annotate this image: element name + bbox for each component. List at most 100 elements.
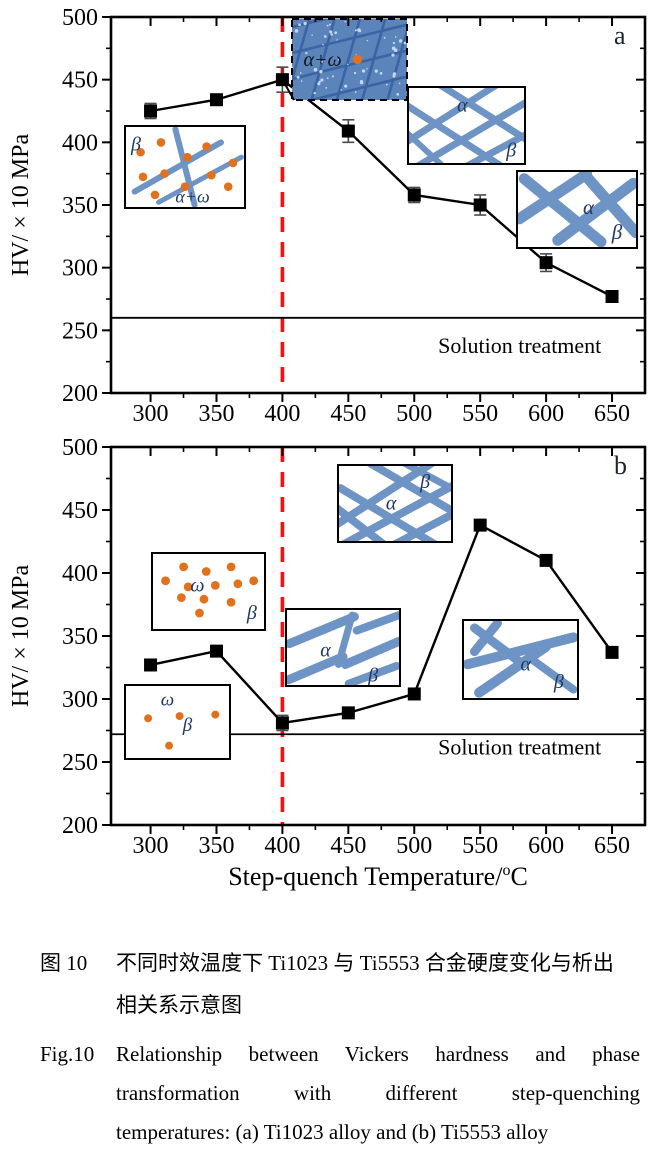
alpha-lath xyxy=(470,623,528,669)
phase-label: β xyxy=(505,139,516,161)
y-axis-title: HV/ × 10 MPa xyxy=(8,565,34,708)
y-tick-label: 400 xyxy=(62,561,98,587)
alpha-lath xyxy=(408,102,505,164)
alpha-lath xyxy=(528,655,578,694)
data-point xyxy=(407,687,421,701)
alpha-lath xyxy=(463,131,525,164)
phase-label: ω xyxy=(190,575,204,597)
y-tick-label: 300 xyxy=(62,256,98,282)
y-tick-label: 450 xyxy=(62,498,98,524)
alpha-lath xyxy=(436,87,525,143)
microstructure-inset: αβ xyxy=(285,608,401,687)
omega-particle xyxy=(150,190,160,200)
omega-particle xyxy=(233,579,243,589)
alpha-lath xyxy=(338,504,387,542)
y-tick-label: 350 xyxy=(62,624,98,650)
omega-particle xyxy=(138,172,148,182)
data-point xyxy=(275,716,289,730)
omega-particle xyxy=(199,594,209,604)
speckle xyxy=(334,31,338,35)
caption-line: 不同时效温度下 Ti1023 与 Ti5553 合金硬度变化与析出 xyxy=(116,951,614,975)
data-point xyxy=(473,518,487,532)
phase-label: α+ω xyxy=(304,49,342,71)
x-tick-label: 600 xyxy=(528,833,564,859)
speckle xyxy=(322,43,324,46)
data-point xyxy=(144,658,158,672)
inset-border xyxy=(291,18,408,101)
omega-particle xyxy=(156,138,166,147)
data-point xyxy=(605,645,619,659)
series-line xyxy=(150,523,614,725)
omega-particle xyxy=(179,562,189,572)
omega-particle xyxy=(226,562,236,572)
y-tick-label: 250 xyxy=(62,750,98,776)
alpha-lath xyxy=(334,611,356,668)
alpha-lath xyxy=(172,126,198,208)
speckle xyxy=(292,66,293,69)
inset-border xyxy=(285,608,401,687)
x-tick-label: 650 xyxy=(594,833,630,859)
y-tick-label: 500 xyxy=(62,5,98,31)
omega-particle xyxy=(211,710,220,719)
omega-particle xyxy=(180,182,190,191)
speckle xyxy=(347,63,349,66)
alpha-lath xyxy=(156,154,244,205)
speckle xyxy=(326,77,329,80)
phase-label: α xyxy=(320,640,331,662)
omega-particle xyxy=(175,712,184,721)
x-tick-label: 350 xyxy=(198,401,234,427)
speckle xyxy=(354,29,357,32)
speckle xyxy=(299,72,302,74)
x-tick-label: 300 xyxy=(133,401,169,427)
speckle xyxy=(393,48,398,53)
caption-line: 相关系示意图 xyxy=(116,993,242,1017)
y-tick-label: 200 xyxy=(62,381,98,407)
speckle xyxy=(394,36,397,38)
omega-particle xyxy=(201,567,211,576)
data-point xyxy=(605,289,619,303)
speckle xyxy=(326,24,329,27)
speckle xyxy=(321,60,324,63)
alpha-lath xyxy=(352,611,400,635)
y-tick-label: 500 xyxy=(62,435,98,461)
phase-label: β xyxy=(182,715,193,736)
inset-leader-line xyxy=(281,79,295,101)
omega-particle xyxy=(136,147,145,157)
lattice-line xyxy=(292,23,407,55)
alpha-lath xyxy=(408,129,446,164)
caption-line: Relationship between Vickers hardness an… xyxy=(116,1042,640,1066)
speckle xyxy=(359,30,362,33)
speckle xyxy=(398,82,401,85)
x-axis-title: Step-quench Temperature/oC xyxy=(228,862,528,891)
speckle xyxy=(403,41,407,45)
speckle xyxy=(300,80,303,82)
x-tick-label: 300 xyxy=(133,833,169,859)
caption-zh-body: 不同时效温度下 Ti1023 与 Ti5553 合金硬度变化与析出 相关系示意图 xyxy=(116,942,640,1026)
omega-particle xyxy=(183,582,193,592)
phase-label: ω xyxy=(161,690,174,711)
inset-border xyxy=(337,464,453,543)
x-tick-label: 600 xyxy=(528,401,564,427)
lattice-line xyxy=(261,19,284,100)
data-point xyxy=(539,256,553,270)
speckle xyxy=(323,35,327,38)
omega-particle xyxy=(210,580,220,590)
speckle xyxy=(360,79,363,83)
caption-zh-label: 图 10 xyxy=(40,951,88,975)
inset-background xyxy=(152,553,265,630)
speckle xyxy=(383,36,386,39)
x-tick-label: 500 xyxy=(396,833,432,859)
x-tick-label: 450 xyxy=(330,833,366,859)
panel-letter: b xyxy=(614,451,627,480)
omega-particle xyxy=(228,158,238,168)
phase-label: β xyxy=(246,602,257,624)
speckle xyxy=(391,53,395,57)
phase-label: β xyxy=(553,671,564,693)
omega-particle xyxy=(195,608,204,618)
inset-border xyxy=(151,552,266,631)
speckle xyxy=(398,39,403,43)
lattice-line xyxy=(386,26,407,100)
speckle xyxy=(385,83,388,86)
inset-border xyxy=(516,170,638,249)
